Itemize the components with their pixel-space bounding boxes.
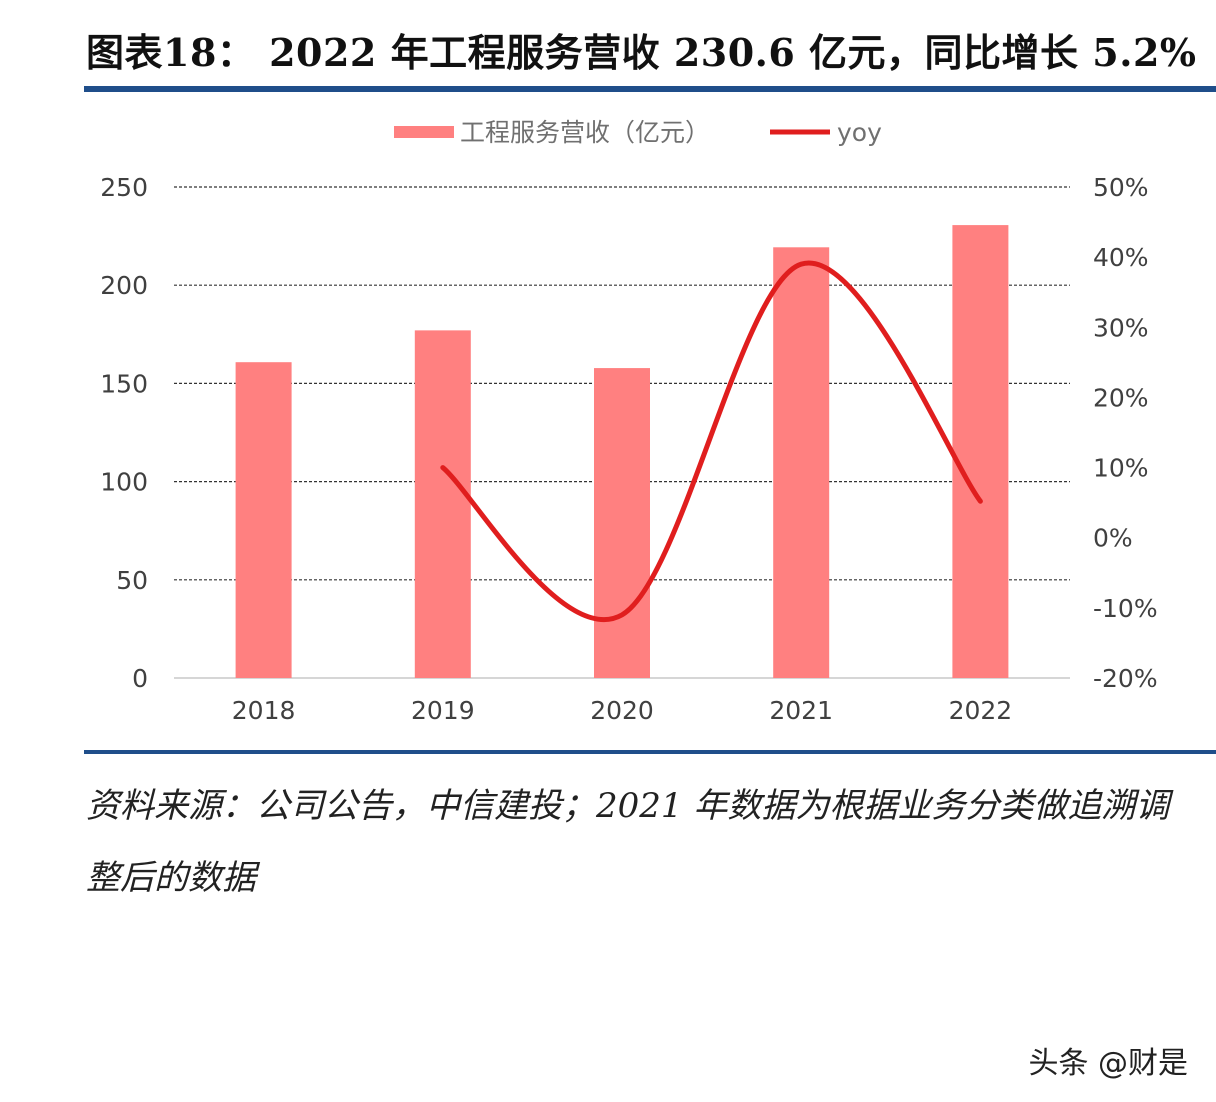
top-rule — [84, 86, 1216, 92]
y-right-tick-label: 20% — [1093, 383, 1149, 412]
source-note: 资料来源：公司公告，中信建投；2021 年数据为根据业务分类做追溯调整后的数据 — [86, 786, 1170, 898]
y-left-tick-label: 100 — [100, 468, 148, 497]
y-right-tick-label: -10% — [1093, 594, 1158, 623]
watermark: 头条 @财是 — [1028, 1046, 1188, 1081]
yoy-line — [440, 260, 983, 622]
legend-label-revenue: 工程服务营收（亿元） — [460, 118, 710, 147]
y-left-tick-label: 0 — [132, 664, 148, 693]
y-left-tick-label: 250 — [100, 173, 148, 202]
bar — [773, 247, 830, 678]
x-tick-label: 2019 — [411, 696, 475, 725]
x-tick-label: 2020 — [590, 696, 654, 725]
y-left-tick-label: 200 — [100, 271, 148, 300]
bar — [952, 225, 1009, 678]
y-left-tick-label: 50 — [116, 566, 148, 595]
y-right-tick-label: 10% — [1093, 454, 1149, 483]
y-right-tick-label: 40% — [1093, 243, 1149, 272]
x-tick-label: 2018 — [232, 696, 296, 725]
bar — [414, 330, 471, 678]
y-left-tick-label: 150 — [100, 369, 148, 398]
x-tick-label: 2021 — [769, 696, 833, 725]
chart: 0 50 100 150 200 250 -20% -10% 0% 10% 20% 30% 40% 50%… — [100, 118, 1158, 725]
y-right-tick-label: 0% — [1093, 524, 1133, 553]
y-right-tick-label: 30% — [1093, 313, 1149, 342]
bottom-rule — [84, 750, 1216, 754]
legend-swatch-revenue — [394, 126, 454, 138]
chart-title: 图表18： 2022 年工程服务营收 230.6 亿元，同比增长 5.2% — [86, 30, 1197, 75]
y-right-tick-label: 50% — [1093, 173, 1149, 202]
bar — [235, 362, 292, 678]
x-tick-label: 2022 — [949, 696, 1013, 725]
y-right-tick-label: -20% — [1093, 664, 1158, 693]
bar — [594, 368, 650, 678]
legend-label-yoy: yoy — [837, 118, 882, 147]
